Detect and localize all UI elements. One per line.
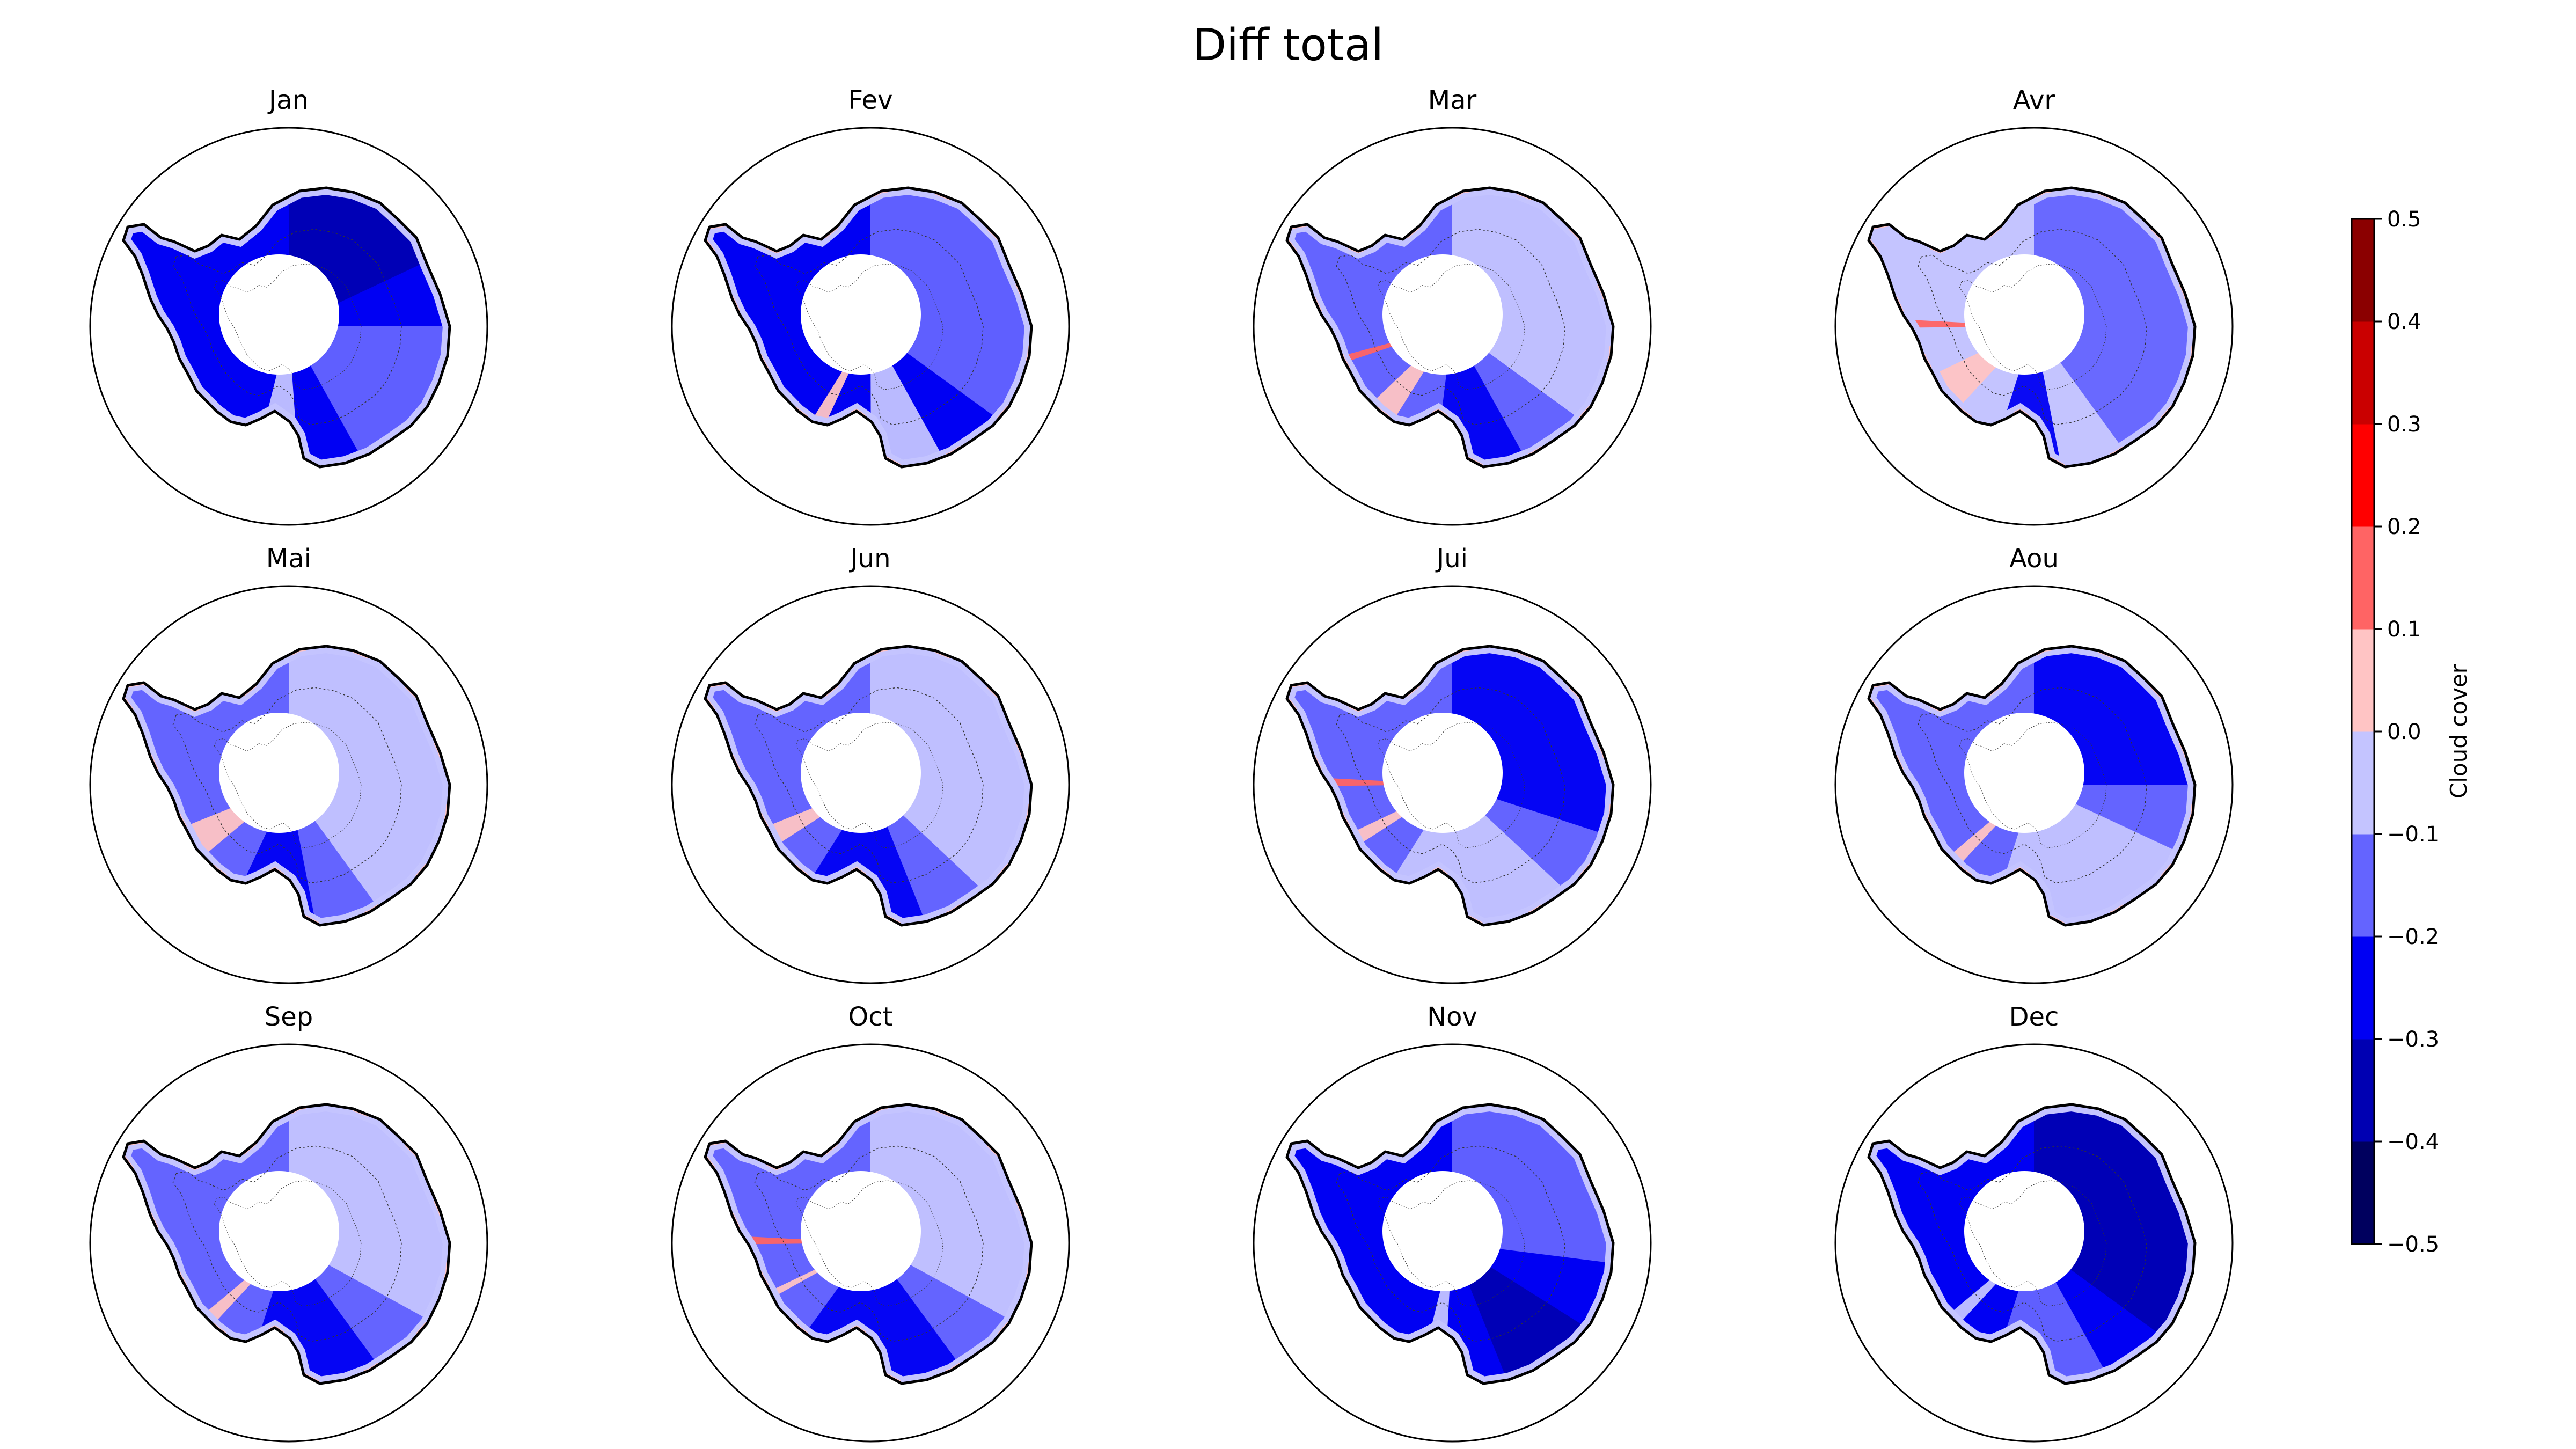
- panel-title: Nov: [1427, 1002, 1477, 1032]
- polar-gap: [1964, 254, 2084, 375]
- figure-title: Diff total: [1192, 20, 1384, 71]
- map-panel: Mai: [89, 544, 488, 984]
- colorbar-segment: [2352, 1141, 2374, 1245]
- map-panel: Dec: [1834, 1002, 2234, 1443]
- map-boundary: [1253, 1043, 1652, 1443]
- colorbar-segments: [2352, 219, 2374, 1245]
- colorbar-segment: [2352, 321, 2374, 425]
- data-sector: [1424, 326, 1562, 467]
- colorbar-tick-label: 0.0: [2387, 720, 2421, 744]
- polar-gap: [219, 713, 339, 833]
- map-boundary: [1834, 127, 2234, 526]
- map-panel: Aou: [1834, 544, 2234, 984]
- panels-layer: Jan Fev Mar Avr Mai Jun Jui Aou Sep Oct Nov Dec: [89, 85, 2234, 1443]
- data-sector: [1965, 785, 2195, 925]
- data-sector: [219, 1243, 422, 1384]
- colorbar-tick-label: −0.1: [2387, 822, 2439, 847]
- data-sector: [870, 326, 980, 467]
- colorbar: −0.5 −0.4 −0.3 −0.2 −0.1 0.0 0.1 0.2 0.3 0.4 0.5 C…: [2351, 207, 2472, 1257]
- polar-gap: [219, 254, 339, 375]
- polar-gap: [1382, 1171, 1503, 1291]
- colorbar-tick-label: −0.4: [2387, 1130, 2439, 1154]
- colorbar-segment: [2352, 834, 2374, 937]
- data-sector: [1452, 1243, 1613, 1384]
- polar-gap: [1964, 1171, 2084, 1291]
- colorbar-label: Cloud cover: [2446, 664, 2472, 799]
- colorbar-tick-label: 0.5: [2387, 207, 2421, 232]
- colorbar-tick-label: −0.5: [2387, 1232, 2439, 1257]
- map-boundary: [1834, 585, 2234, 984]
- data-sector: [289, 646, 450, 925]
- colorbar-tick-label: −0.3: [2387, 1027, 2439, 1052]
- data-sector: [870, 1104, 1031, 1352]
- panel-title: Avr: [2013, 85, 2055, 115]
- map-boundary: [89, 585, 488, 984]
- colorbar-tick-label: 0.4: [2387, 310, 2421, 334]
- map-boundary: [1834, 1043, 2234, 1443]
- panel-title: Dec: [2009, 1002, 2059, 1032]
- map-panel: Sep: [89, 1002, 488, 1443]
- map-boundary: [89, 1043, 488, 1443]
- panel-title: Fev: [848, 85, 893, 115]
- map-panel: Jan: [89, 85, 488, 526]
- colorbar-tick-label: 0.2: [2387, 515, 2421, 539]
- polar-gap: [801, 713, 921, 833]
- map-boundary: [1253, 127, 1652, 526]
- panel-title: Oct: [848, 1002, 893, 1032]
- panel-title: Mai: [266, 544, 311, 574]
- map-panel: Fev: [671, 85, 1070, 526]
- polar-gap: [1382, 713, 1503, 833]
- colorbar-segment: [2352, 526, 2374, 630]
- map-boundary: [1253, 585, 1652, 984]
- panel-title: Aou: [2009, 544, 2059, 574]
- polar-gap: [1964, 713, 2084, 833]
- data-sector: [1332, 785, 1613, 925]
- data-sector: [1452, 646, 1613, 854]
- map-boundary: [89, 127, 488, 526]
- map-boundary: [671, 127, 1070, 526]
- map-boundary: [671, 1043, 1070, 1443]
- map-boundary: [671, 585, 1070, 984]
- panel-title: Jan: [267, 85, 309, 115]
- panel-title: Jun: [849, 544, 891, 574]
- map-panel: Jui: [1253, 544, 1652, 984]
- data-sector: [289, 1104, 450, 1352]
- colorbar-segment: [2352, 629, 2374, 732]
- colorbar-segment: [2352, 731, 2374, 835]
- data-sector: [2034, 188, 2195, 467]
- polar-gap: [801, 254, 921, 375]
- colorbar-segment: [2352, 1039, 2374, 1142]
- colorbar-segment: [2352, 219, 2374, 322]
- map-panel: Avr: [1834, 85, 2234, 526]
- panel-title: Jui: [1435, 544, 1468, 574]
- colorbar-ticks: −0.5 −0.4 −0.3 −0.2 −0.1 0.0 0.1 0.2 0.3 0.4 0.5: [2374, 207, 2439, 1257]
- map-panel: Nov: [1253, 1002, 1652, 1443]
- colorbar-tick-label: −0.2: [2387, 925, 2439, 949]
- map-panel: Jun: [671, 544, 1070, 984]
- panel-title: Mar: [1428, 85, 1477, 115]
- colorbar-tick-label: 0.3: [2387, 412, 2421, 437]
- polar-gap: [1382, 254, 1503, 375]
- map-panel: Mar: [1253, 85, 1652, 526]
- polar-gap: [801, 1171, 921, 1291]
- data-sector: [1965, 1243, 2143, 1384]
- colorbar-tick-label: 0.1: [2387, 617, 2421, 642]
- colorbar-segment: [2352, 936, 2374, 1040]
- map-panel: Oct: [671, 1002, 1070, 1443]
- panel-title: Sep: [265, 1002, 313, 1032]
- colorbar-segment: [2352, 424, 2374, 527]
- polar-gap: [219, 1171, 339, 1291]
